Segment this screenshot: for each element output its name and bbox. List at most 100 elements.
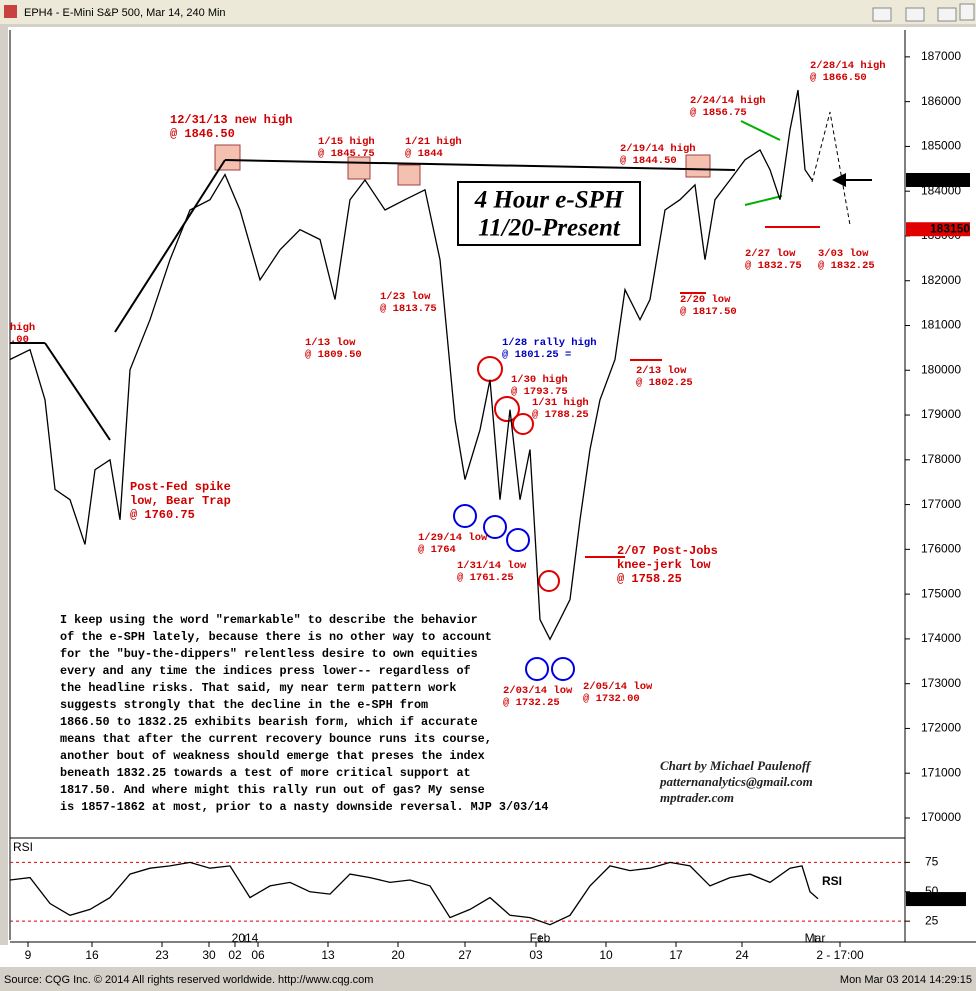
x-major-label: 2014 [232, 931, 259, 945]
price-tag-label: 183150 [930, 221, 970, 235]
commentary-line: 1866.50 to 1832.25 exhibits bearish form… [60, 715, 478, 729]
drawings [10, 111, 872, 681]
close-button[interactable] [937, 7, 957, 22]
trend-line [224, 159, 736, 171]
minimize-button[interactable] [872, 7, 892, 22]
y-tick-label: 174000 [921, 631, 961, 645]
annotation: 1/28 rally high [502, 337, 597, 349]
low-circle [453, 504, 477, 528]
annotation: 12/31/13 new high [170, 113, 292, 127]
annotation: 3/03 low [818, 248, 869, 260]
price-tag [906, 172, 970, 187]
y-tick-label: 178000 [921, 452, 961, 466]
y-tick-label: 173000 [921, 676, 961, 690]
y-tick-label: 186000 [921, 94, 961, 108]
y-tick-label: 187000 [921, 49, 961, 63]
annotation: 1/31/14 low [457, 560, 527, 572]
annotation: high [10, 322, 35, 334]
trend-line [44, 342, 111, 441]
high-marker [347, 156, 371, 180]
commentary-line: suggests strongly that the decline in th… [60, 698, 428, 712]
high-circle [538, 570, 560, 592]
annotation: @ 1832.25 [818, 260, 875, 272]
credit-line: patternanalytics@gmail.com [659, 774, 813, 789]
annotation: 1/15 high [318, 136, 375, 148]
high-marker [214, 144, 241, 171]
x-tick-label: 17 [669, 948, 683, 962]
price-line [9, 89, 813, 641]
window-icon [4, 5, 17, 18]
annotation: @ 1866.50 [810, 72, 867, 84]
title-bar [0, 0, 976, 24]
rsi-tag [906, 892, 966, 907]
low-circle [483, 515, 507, 539]
annotation: 2/28/14 high [810, 60, 886, 72]
annotation: low, Bear Trap [130, 494, 231, 508]
annotation: @ 1761.25 [457, 572, 514, 584]
rsi-legend: RSI [822, 874, 842, 888]
x-tick-label: 06 [251, 948, 265, 962]
y-tick-label: 182000 [921, 273, 961, 287]
rsi-name: RSI [13, 840, 33, 854]
low-circle [525, 657, 549, 681]
x-tick-label: 03 [529, 948, 543, 962]
arrow-head [832, 173, 846, 187]
annotation: @ 1802.25 [636, 377, 693, 389]
annotation: @ 1793.75 [511, 386, 568, 398]
annotation: @ 1732.25 [503, 697, 560, 709]
box-title: 4 Hour e-SPH [474, 187, 625, 214]
y-tick-label: 185000 [921, 139, 961, 153]
annotation: @ 1832.75 [745, 260, 802, 272]
commentary-line: is 1857-1862 at most, prior to a nasty d… [60, 800, 548, 814]
y-tick-label: 181000 [921, 318, 961, 332]
annotation: 2/27 low [745, 248, 796, 260]
x-tick-label: 02 [228, 948, 242, 962]
commentary-line: of the e-SPH lately, because there is no… [60, 630, 492, 644]
annotation: @ 1764 [418, 544, 456, 556]
y-tick-label: 171000 [921, 765, 961, 779]
x-tick-label: 23 [155, 948, 169, 962]
commentary-line: beneath 1832.25 towards a test of more c… [60, 766, 471, 780]
menu-button[interactable] [959, 3, 975, 21]
annotation: @ 1813.75 [380, 303, 437, 315]
x-tick-label: 27 [458, 948, 472, 962]
annotation: 2/19/14 high [620, 143, 696, 155]
annotation: @ 1788.25 [532, 409, 589, 421]
x-tick-label: 30 [202, 948, 216, 962]
y-tick-label: 179000 [921, 407, 961, 421]
maximize-button[interactable] [905, 7, 925, 22]
annotation: 2/03/14 low [503, 685, 573, 697]
low-circle [551, 657, 575, 681]
annotation: 1/31 high [532, 397, 589, 409]
footer-source: Source: CQG Inc. © 2014 All rights reser… [4, 974, 373, 986]
x-tick-label: 24 [735, 948, 749, 962]
annotation: .00 [10, 334, 29, 346]
high-marker [397, 164, 421, 186]
title-box [457, 181, 641, 246]
y-tick-label: 170000 [921, 810, 961, 824]
x-tick-label: 13 [321, 948, 335, 962]
commentary-line: every and any time the indices press low… [60, 664, 471, 678]
box-title: 11/20-Present [478, 215, 621, 242]
plot-background [8, 27, 976, 945]
annotation: 2/05/14 low [583, 681, 653, 693]
pattern-line [744, 195, 783, 206]
annotation: 1/13 low [305, 337, 356, 349]
rsi-tick-label: 75 [925, 855, 939, 869]
y-tick-label: 175000 [921, 586, 961, 600]
commentary-line: I keep using the word "remarkable" to de… [60, 613, 478, 627]
annotation: 1/30 high [511, 374, 568, 386]
commentary-line: 1817.50. And where might this rally run … [60, 783, 485, 797]
annotation: @ 1732.00 [583, 693, 640, 705]
price-line [9, 861, 819, 926]
annotation: 1/29/14 low [418, 532, 488, 544]
chart-layer: 170000 171000 172000 173000 174000 175000 1760… [9, 49, 970, 962]
annotation: @ 1758.25 [617, 572, 682, 586]
high-circle [512, 413, 534, 435]
projection [811, 111, 851, 226]
y-tick-label: 172000 [921, 721, 961, 735]
rsi-tick-label: 25 [925, 913, 939, 927]
annotation: knee-jerk low [617, 558, 711, 572]
price-tag [906, 222, 970, 237]
